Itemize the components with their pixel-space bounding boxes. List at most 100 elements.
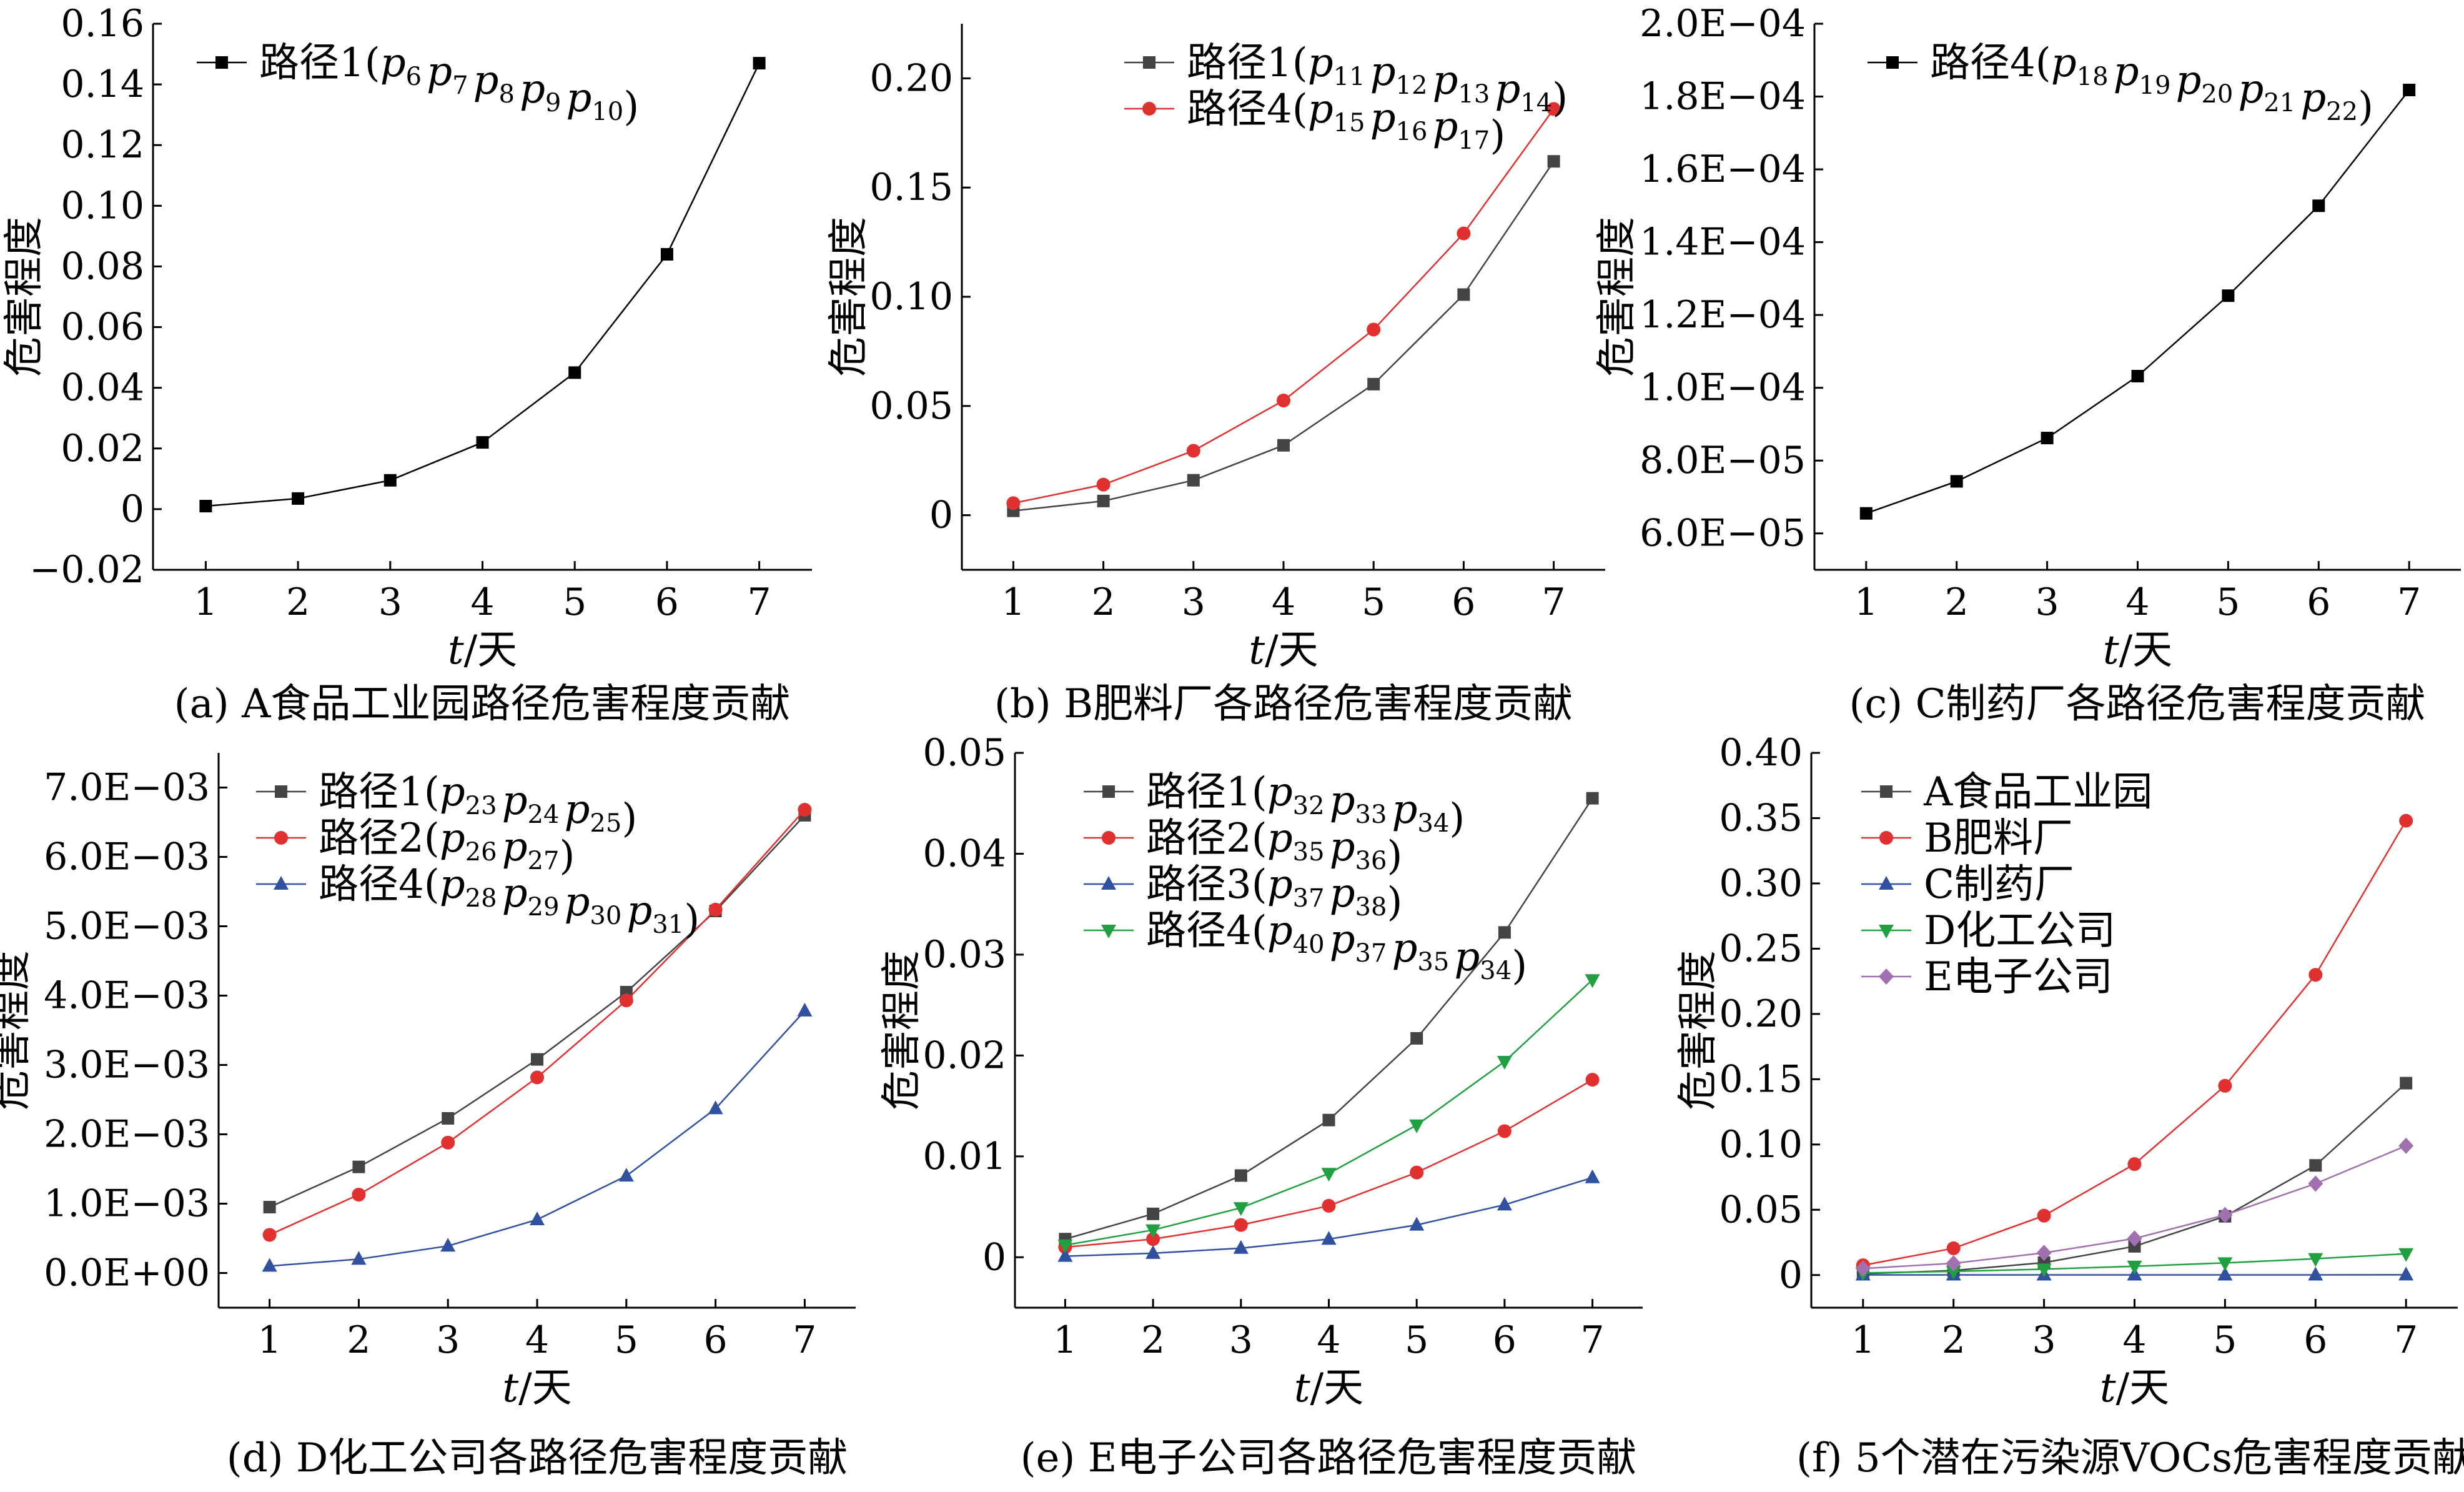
legend-label: B肥料厂 — [1924, 815, 2073, 862]
chart-caption: (e) E电子公司各路径危害程度贡献 — [1021, 1435, 1637, 1481]
data-point — [2400, 1077, 2413, 1090]
chart-caption: (f) 5个潜在污染源VOCs危害程度贡献 — [1796, 1435, 2464, 1481]
series-1 — [1059, 792, 1599, 1246]
x-tick-label: 2 — [1141, 1318, 1165, 1362]
legend-marker — [1101, 925, 1116, 938]
data-point — [1586, 792, 1599, 805]
legend-marker — [1880, 785, 1893, 798]
data-point — [530, 1070, 544, 1085]
series-line — [1866, 89, 2410, 514]
y-tick-label: 2.0E−04 — [1640, 2, 1806, 46]
chart-panel-5: 0 0.01 0.02 0.03 0.04 0.05 1 2 3 4 5 6 7 t/天 危害程度 路径1(p… — [879, 731, 1643, 1481]
data-point — [1409, 1119, 1425, 1133]
data-point — [352, 1188, 366, 1202]
data-point — [1145, 1245, 1161, 1259]
y-tick-label: 0.06 — [61, 306, 144, 349]
data-point — [1546, 102, 1561, 116]
y-tick-label: 6.0E−05 — [1640, 512, 1806, 555]
series-4 — [1057, 974, 1600, 1253]
series-line — [1065, 1079, 1593, 1248]
data-point — [2217, 1257, 2233, 1271]
series-3 — [1057, 1169, 1600, 1262]
data-point — [2036, 1245, 2052, 1261]
x-tick-label: 6 — [704, 1318, 728, 1362]
data-point — [2309, 1159, 2322, 1172]
x-tick-label: 2 — [286, 580, 310, 624]
legend-label: E电子公司 — [1924, 954, 2113, 1000]
legend-marker — [1143, 56, 1155, 69]
data-point — [708, 1100, 723, 1115]
x-tick-label: 6 — [2303, 1318, 2327, 1362]
series-line — [269, 1010, 806, 1267]
legend-marker — [1879, 968, 1894, 985]
chart-panel-3: 6.0E−05 8.0E−05 1.0E−04 1.2E−04 1.4E−04 1.6E−… — [1594, 2, 2461, 727]
data-point — [1321, 1231, 1337, 1245]
x-tick-label: 3 — [2032, 1318, 2056, 1362]
chart-panel-1: −0.02 0 0.02 0.04 0.06 0.08 0.10 0.12 0.14 0.16 1 2… — [1, 2, 812, 727]
x-tick-label: 6 — [1452, 580, 1475, 624]
x-tick-label: 6 — [655, 580, 679, 624]
y-tick-label: 0.16 — [61, 2, 144, 46]
data-point — [797, 1002, 813, 1017]
x-axis-label: t/天 — [2103, 627, 2172, 674]
data-point — [1859, 507, 1873, 520]
x-tick-label: 5 — [2216, 580, 2240, 624]
legend-label: 路径1(p6 p7 p8 p9 p10) — [259, 40, 639, 130]
data-point — [568, 366, 581, 379]
data-point — [292, 492, 305, 505]
y-tick-label: 7.0E−03 — [44, 766, 210, 810]
x-tick-label: 7 — [1542, 580, 1566, 624]
data-point — [1585, 1073, 1600, 1087]
y-tick-label: 0.25 — [1719, 927, 1803, 970]
legend-label: 路径2(p35 p36) — [1146, 815, 1402, 879]
series-1 — [1007, 155, 1560, 517]
chart-caption: (d) D化工公司各路径危害程度贡献 — [227, 1435, 848, 1481]
legend-marker — [275, 785, 287, 798]
data-point — [2036, 1263, 2052, 1278]
y-tick-label: 0.05 — [1719, 1188, 1803, 1231]
y-tick-label: 0 — [929, 494, 953, 537]
data-point — [1277, 439, 1290, 452]
data-point — [1497, 1056, 1512, 1070]
data-point — [2037, 1208, 2051, 1223]
x-tick-label: 3 — [379, 580, 402, 624]
data-point — [1410, 1165, 1424, 1180]
series-5 — [1855, 1137, 2414, 1277]
data-point — [2218, 1078, 2232, 1093]
y-axis-label: 危害程度 — [0, 950, 35, 1110]
data-point — [2217, 1266, 2233, 1281]
data-point — [352, 1160, 365, 1173]
y-axis-label: 危害程度 — [1, 217, 47, 377]
y-tick-label: 0 — [982, 1235, 1006, 1279]
data-point — [1057, 1239, 1073, 1253]
data-point — [2041, 432, 2054, 445]
y-tick-label: 3.0E−03 — [44, 1043, 210, 1087]
data-point — [1409, 1216, 1425, 1231]
data-point — [1096, 477, 1111, 492]
x-axis-label: t/天 — [1294, 1365, 1363, 1411]
data-point — [753, 57, 766, 70]
x-tick-label: 7 — [2394, 1318, 2418, 1362]
y-tick-label: 0.10 — [869, 275, 953, 319]
y-tick-label: 0.10 — [1719, 1123, 1803, 1166]
x-tick-label: 1 — [1001, 580, 1025, 624]
data-point — [1946, 1241, 1961, 1255]
series-line — [1013, 161, 1555, 512]
y-tick-label: 1.0E−04 — [1640, 366, 1806, 410]
data-point — [1234, 1169, 1247, 1182]
y-tick-label: 0.02 — [61, 427, 144, 470]
x-tick-label: 1 — [1854, 580, 1878, 624]
data-point — [1277, 394, 1290, 408]
y-tick-label: 0.02 — [923, 1033, 1006, 1077]
data-point — [441, 1135, 455, 1150]
data-point — [1233, 1240, 1249, 1254]
data-point — [1585, 974, 1600, 988]
y-tick-label: 0.20 — [869, 56, 953, 100]
y-tick-label: 4.0E−03 — [44, 974, 210, 1018]
x-tick-label: 4 — [525, 1318, 549, 1362]
y-tick-label: 0.08 — [61, 244, 144, 288]
legend-marker — [215, 56, 228, 69]
data-point — [1321, 1168, 1337, 1182]
data-point — [2127, 1260, 2142, 1275]
x-tick-label: 7 — [748, 580, 771, 624]
